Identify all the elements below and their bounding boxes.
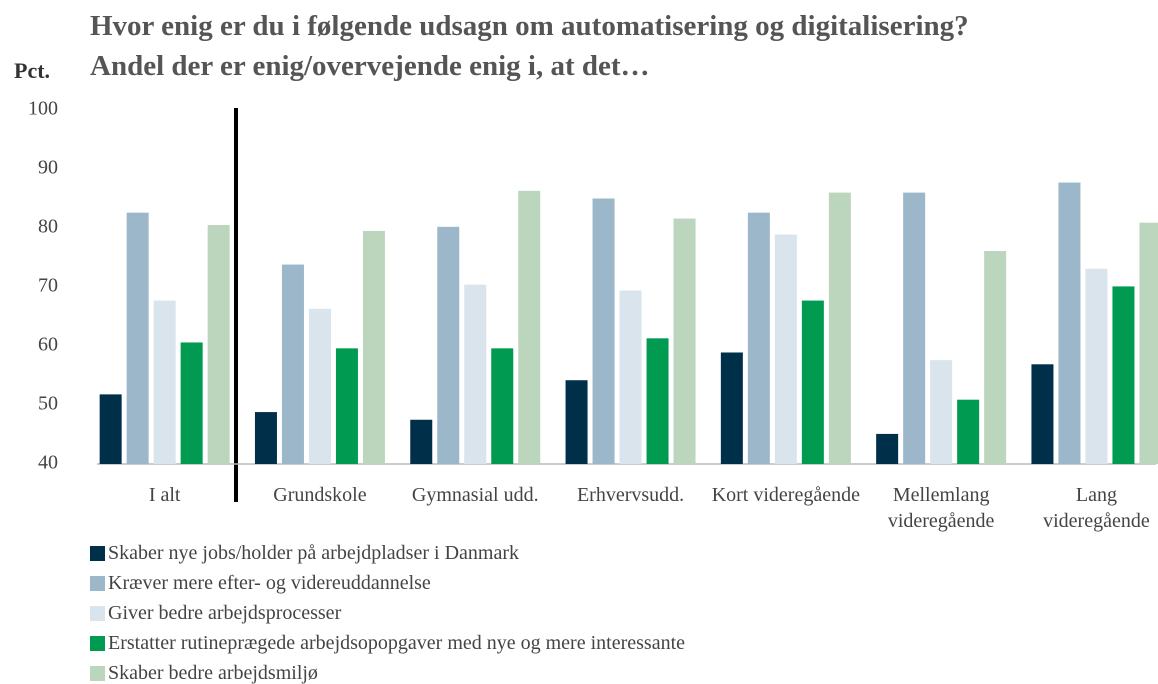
legend-item: Skaber bedre arbejdsmiljø	[90, 658, 685, 684]
bar	[362, 230, 385, 464]
bar	[957, 399, 980, 464]
legend-label: Kræver mere efter- og videreuddannelse	[108, 571, 431, 594]
y-tick-label: 90	[38, 157, 58, 179]
y-tick-label: 50	[38, 393, 58, 415]
bar	[254, 412, 277, 464]
bar	[308, 308, 331, 464]
legend-label: Erstatter rutineprægede arbejdsopopgaver…	[108, 631, 686, 654]
bar	[1139, 222, 1158, 464]
x-tick-label: Gymnasial udd.	[411, 484, 539, 506]
bar	[720, 352, 743, 464]
legend-item: Giver bedre arbejdsprocesser	[90, 598, 685, 628]
bar	[437, 226, 460, 464]
bar	[491, 348, 514, 464]
bar	[984, 251, 1007, 464]
legend-swatch	[90, 635, 105, 651]
bar	[464, 284, 487, 464]
x-tick-label: Lang videregående	[1043, 484, 1150, 532]
bar	[99, 394, 122, 464]
bar	[207, 225, 230, 464]
chart-title: Hvor enig er du i følgende udsagn om aut…	[90, 10, 969, 82]
bar	[180, 342, 203, 464]
bar	[281, 264, 304, 464]
legend-swatch	[90, 545, 105, 561]
x-tick-label: I alt	[148, 484, 181, 506]
legend: Skaber nye jobs/holder på arbejdpladser …	[90, 538, 685, 684]
bar	[747, 212, 770, 464]
bar	[903, 192, 926, 464]
y-tick-label: 80	[38, 216, 58, 238]
x-tick-label: Erhvervsudd.	[576, 484, 685, 506]
bar	[673, 218, 696, 464]
x-tick-label: Mellemlang videregående	[887, 484, 995, 532]
legend-swatch	[90, 605, 105, 621]
bar	[410, 419, 433, 464]
legend-item: Erstatter rutineprægede arbejdsopopgaver…	[90, 628, 685, 658]
legend-item: Skaber nye jobs/holder på arbejdpladser …	[90, 538, 685, 568]
legend-label: Giver bedre arbejdsprocesser	[108, 601, 342, 624]
y-axis-label: Pct.	[14, 58, 51, 83]
bar	[930, 360, 953, 464]
legend-label: Skaber bedre arbejdsmiljø	[108, 661, 318, 684]
legend-item: Kræver mere efter- og videreuddannelse	[90, 568, 685, 598]
y-tick-label: 40	[38, 452, 58, 474]
bar	[619, 290, 642, 464]
bar	[126, 212, 149, 464]
bar	[1112, 286, 1135, 464]
legend-swatch	[90, 575, 105, 591]
bar	[646, 338, 669, 464]
bar	[565, 380, 588, 464]
bar	[518, 190, 541, 464]
bar	[801, 300, 824, 464]
bar	[592, 198, 615, 464]
x-tick-label: Grundskole	[273, 484, 367, 506]
bar	[774, 234, 797, 464]
bar	[876, 433, 899, 464]
bar	[1085, 268, 1108, 464]
bar	[1058, 182, 1081, 464]
bar	[828, 192, 851, 464]
bar	[1031, 364, 1054, 464]
y-tick-label: 100	[28, 98, 58, 120]
bar	[153, 300, 176, 464]
x-tick-label: Kort videregående	[711, 484, 860, 506]
legend-label: Skaber nye jobs/holder på arbejdpladser …	[108, 541, 519, 564]
legend-swatch	[90, 665, 105, 681]
y-tick-label: 70	[38, 275, 58, 297]
y-tick-label: 60	[38, 334, 58, 356]
bar	[335, 348, 358, 464]
